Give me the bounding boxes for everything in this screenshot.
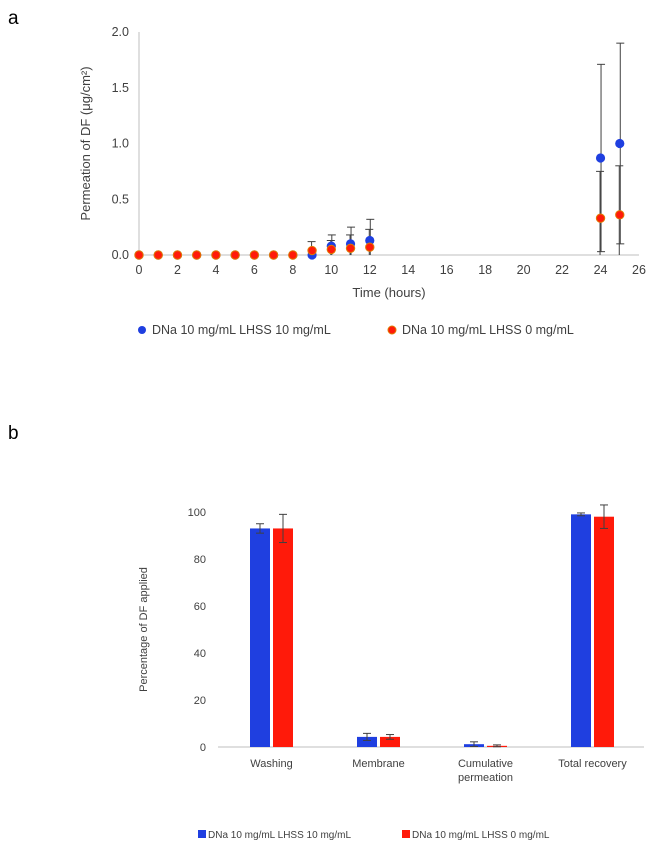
bar: [380, 736, 400, 747]
x-tick-label: 26: [632, 263, 646, 277]
data-point: [365, 242, 375, 252]
bar: [273, 528, 293, 747]
data-point: [595, 153, 606, 163]
y-tick-label: 0.5: [112, 192, 129, 206]
bar: [594, 516, 614, 747]
x-tick-label: permeation: [458, 772, 513, 784]
y-tick-label: 0.0: [112, 248, 129, 262]
legend-label-series-2: DNa 10 mg/mL LHSS 0 mg/mL: [412, 830, 550, 841]
legend-label-series-1: DNa 10 mg/mL LHSS 10 mg/mL: [208, 830, 351, 841]
permeation-chart: 0.00.51.01.52.00 2 4 6 8 10 12 14 16 18 20 22 24 26Ti…: [78, 25, 646, 337]
legend-marker-series-1: [138, 326, 146, 334]
x-tick-label: 10: [324, 263, 338, 277]
x-tick-label: Total recovery: [558, 758, 627, 770]
data-point: [268, 250, 279, 260]
bar: [357, 736, 377, 747]
data-point: [326, 244, 337, 255]
data-point: [211, 250, 221, 260]
data-point: [134, 250, 144, 260]
y-axis-title: Permeation of DF (μg/cm²): [78, 66, 93, 220]
legend-marker-series-2: [387, 325, 397, 335]
x-tick-label: 4: [212, 263, 219, 277]
data-point: [365, 235, 375, 246]
data-point: [249, 250, 260, 260]
legend-marker-series-1: [198, 830, 206, 838]
y-tick-label: 40: [194, 648, 206, 660]
x-tick-label: 12: [363, 263, 377, 277]
data-point: [172, 250, 183, 260]
y-tick-label: 100: [188, 507, 206, 519]
recovery-bar-chart: 0 20 40 60 80 100 Percentage of DF applied Wash…: [138, 504, 644, 841]
data-point: [307, 245, 317, 256]
x-tick-label: Membrane: [352, 758, 405, 770]
y-tick-label: 0: [200, 742, 206, 754]
y-tick-label: 1.0: [112, 137, 129, 151]
x-tick-label: 8: [289, 263, 296, 277]
x-tick-label: 24: [594, 263, 608, 277]
legend-label-series-2: DNa 10 mg/mL LHSS 0 mg/mL: [402, 323, 574, 337]
x-tick-label: 16: [440, 263, 454, 277]
x-tick-label: 18: [478, 263, 492, 277]
y-tick-label: 1.5: [112, 81, 129, 95]
y-tick-label: 20: [194, 695, 206, 707]
y-tick-label: 60: [194, 601, 206, 613]
data-point: [595, 213, 606, 223]
data-point: [230, 250, 240, 260]
data-point: [191, 250, 202, 260]
data-point: [345, 243, 356, 254]
x-axis-title: Time (hours): [352, 285, 425, 300]
x-tick-label: 22: [555, 263, 569, 277]
panel-a-label: a: [8, 8, 19, 29]
legend-label-series-1: DNa 10 mg/mL LHSS 10 mg/mL: [152, 323, 331, 337]
x-tick-label: 6: [251, 263, 258, 277]
x-tick-label: 20: [517, 263, 531, 277]
bar: [571, 514, 591, 747]
x-tick-label: 14: [401, 263, 415, 277]
bar: [250, 528, 270, 747]
x-tick-label: 0: [136, 263, 143, 277]
panel-b-label: b: [8, 423, 19, 444]
x-tick-label: 2: [174, 263, 181, 277]
y-axis-title: Percentage of DF applied: [138, 567, 150, 692]
x-tick-label: Cumulative: [458, 758, 513, 770]
data-point: [615, 210, 625, 220]
y-tick-label: 80: [194, 554, 206, 566]
data-point: [615, 138, 625, 149]
data-point: [288, 250, 298, 260]
x-tick-label: Washing: [250, 758, 292, 770]
data-point: [153, 250, 163, 260]
legend-marker-series-2: [402, 830, 410, 838]
y-tick-label: 2.0: [112, 25, 129, 39]
